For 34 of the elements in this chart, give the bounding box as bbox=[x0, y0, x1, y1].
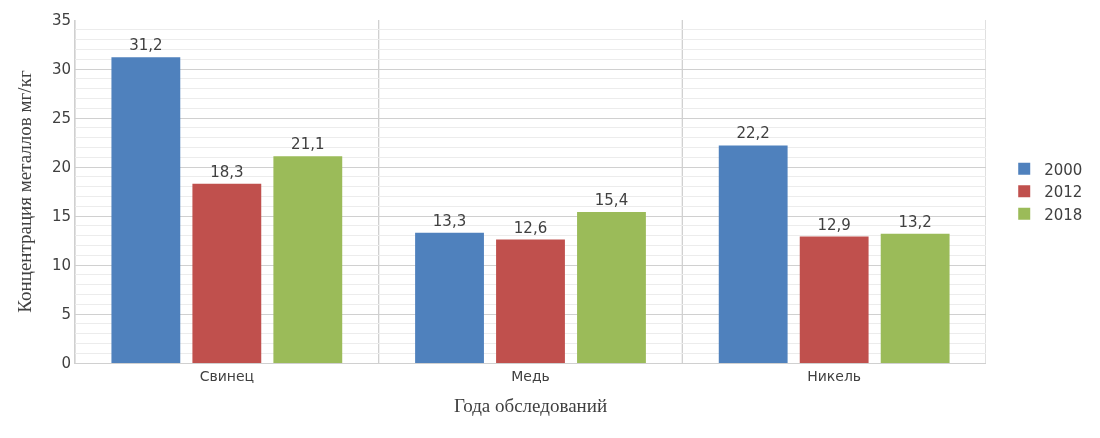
bar bbox=[273, 156, 343, 363]
x-tick-label: Медь bbox=[511, 367, 550, 384]
bar bbox=[192, 183, 262, 363]
bar bbox=[415, 232, 484, 363]
y-tick-label: 35 bbox=[51, 11, 71, 30]
data-label: 13,2 bbox=[898, 212, 932, 231]
y-axis-title: Концентрация металлов мг/кг bbox=[13, 70, 35, 313]
data-label: 21,1 bbox=[291, 135, 325, 154]
bar bbox=[718, 145, 788, 363]
data-label: 12,9 bbox=[817, 215, 851, 234]
legend-label: 2018 bbox=[1044, 205, 1083, 224]
data-label: 15,4 bbox=[594, 191, 629, 210]
bar bbox=[496, 239, 565, 363]
y-tick-label: 25 bbox=[51, 109, 71, 128]
bar bbox=[111, 57, 181, 363]
y-tick-label: 5 bbox=[61, 305, 71, 324]
data-label: 31,2 bbox=[129, 36, 163, 55]
bar bbox=[577, 212, 646, 363]
legend-label: 2012 bbox=[1044, 183, 1083, 202]
y-tick-label: 15 bbox=[51, 207, 71, 226]
data-label: 13,3 bbox=[432, 211, 467, 230]
y-tick-label: 30 bbox=[51, 60, 71, 79]
x-axis-title: Года обследований bbox=[453, 394, 608, 416]
data-label: 12,6 bbox=[513, 218, 548, 237]
legend-label: 2000 bbox=[1044, 160, 1083, 179]
data-label: 18,3 bbox=[210, 162, 244, 181]
y-tick-label: 0 bbox=[61, 354, 71, 373]
bar bbox=[880, 233, 950, 363]
x-tick-label: Никель bbox=[807, 367, 862, 384]
y-tick-label: 20 bbox=[51, 158, 71, 177]
x-tick-label: Свинец bbox=[199, 367, 255, 384]
y-tick-label: 10 bbox=[51, 256, 71, 275]
bar bbox=[799, 236, 869, 363]
data-label: 22,2 bbox=[736, 124, 770, 143]
